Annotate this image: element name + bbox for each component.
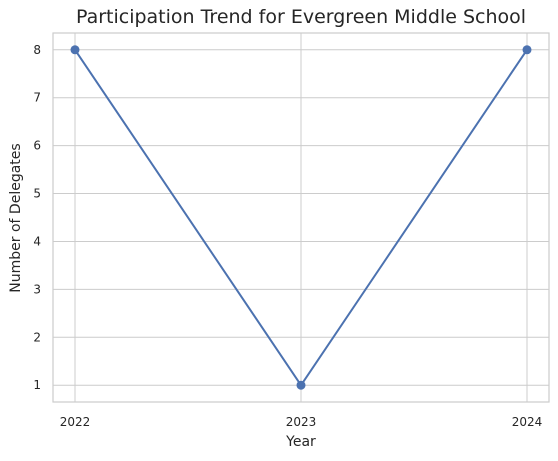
plot-frame [52,32,550,403]
y-tick-label: 7 [33,91,41,105]
data-point [296,380,306,390]
y-tick-label: 1 [33,378,41,392]
y-tick-label: 3 [33,282,41,296]
chart-title: Participation Trend for Evergreen Middle… [76,6,526,28]
x-tick-label: 2023 [286,415,317,429]
y-axis-label: Number of Delegates [8,143,24,292]
x-axis-label: Year [285,434,316,450]
y-tick-label: 6 [33,139,41,153]
tick-layer: 1 2 3 4 5 6 7 8 2022 2023 2024 [33,43,542,429]
y-tick-label: 4 [33,234,41,248]
grid-layer [53,33,549,402]
data-point [70,45,80,55]
y-tick-label: 8 [33,43,41,57]
x-tick-label: 2024 [512,415,543,429]
y-tick-label: 2 [33,330,41,344]
y-tick-label: 5 [33,187,41,201]
series-layer [70,45,532,390]
x-tick-label: 2022 [60,415,91,429]
data-point [522,45,532,55]
